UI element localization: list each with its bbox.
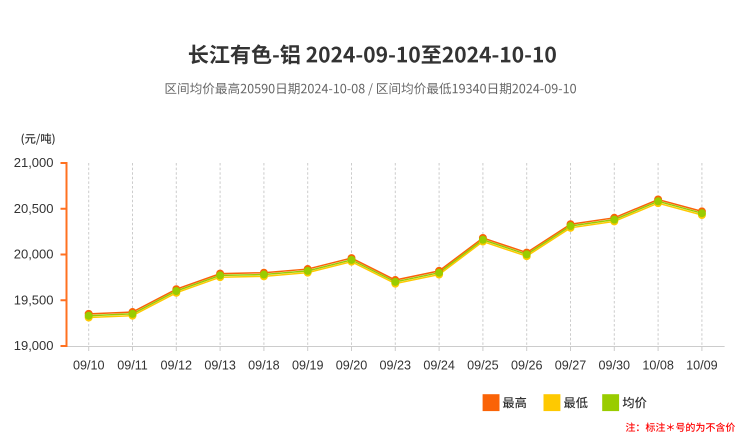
svg-text:09/30: 09/30 — [599, 359, 631, 373]
svg-text:21,000: 21,000 — [14, 155, 54, 170]
svg-text:09/12: 09/12 — [161, 359, 193, 373]
svg-text:10/08: 10/08 — [642, 359, 674, 373]
svg-text:19,000: 19,000 — [14, 338, 54, 353]
svg-text:09/20: 09/20 — [336, 359, 368, 373]
svg-text:20,000: 20,000 — [14, 247, 54, 262]
svg-text:09/26: 09/26 — [511, 359, 543, 373]
svg-text:09/23: 09/23 — [380, 359, 412, 373]
svg-text:09/11: 09/11 — [117, 359, 148, 373]
svg-text:09/10: 09/10 — [73, 359, 105, 373]
svg-text:09/13: 09/13 — [204, 359, 236, 373]
svg-text:09/19: 09/19 — [292, 359, 324, 373]
svg-text:19,500: 19,500 — [14, 292, 54, 307]
svg-text:09/24: 09/24 — [423, 359, 455, 373]
svg-text:10/09: 10/09 — [686, 359, 718, 373]
svg-text:09/25: 09/25 — [467, 359, 499, 373]
svg-text:09/18: 09/18 — [248, 359, 280, 373]
svg-text:20,500: 20,500 — [14, 201, 54, 216]
svg-text:09/27: 09/27 — [555, 359, 587, 373]
